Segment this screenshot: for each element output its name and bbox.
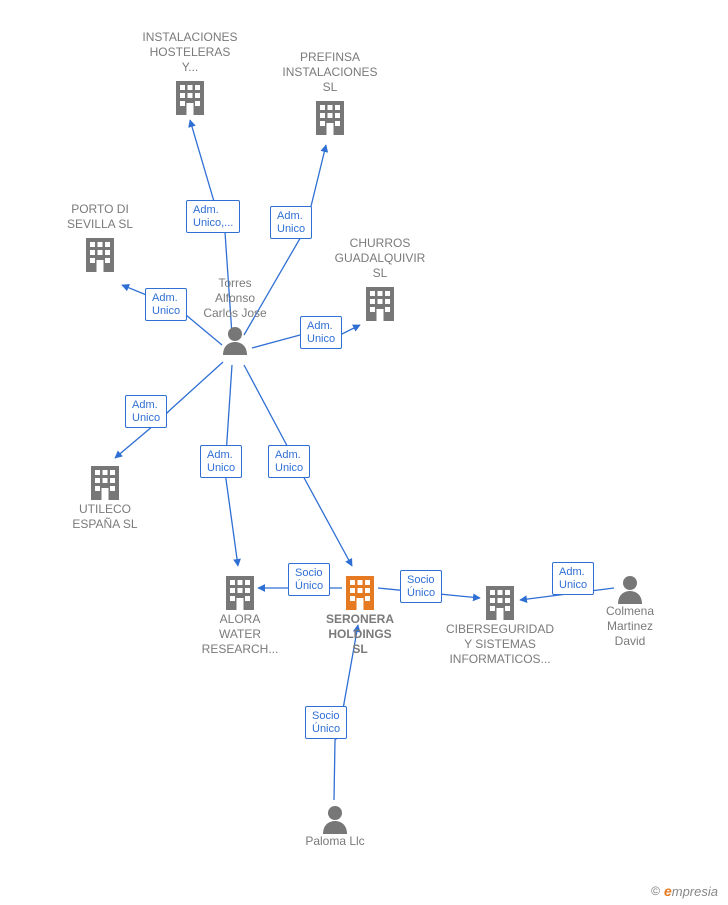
building-icon bbox=[180, 574, 300, 612]
brand-logo: empresia bbox=[664, 883, 718, 899]
edge-label: Adm. Unico bbox=[200, 445, 242, 478]
edge-label: Adm. Unico bbox=[125, 395, 167, 428]
node-ciberseguridad[interactable]: CIBERSEGURIDAD Y SISTEMAS INFORMATICOS..… bbox=[440, 580, 560, 667]
edge-label: Adm. Unico bbox=[145, 288, 187, 321]
building-icon bbox=[40, 236, 160, 274]
node-torres[interactable]: Torres Alfonso Carlos Jose bbox=[175, 276, 295, 355]
edge-label: Adm. Unico bbox=[552, 562, 594, 595]
edge-label: Adm. Unico,... bbox=[186, 200, 240, 233]
node-label: Torres Alfonso Carlos Jose bbox=[175, 276, 295, 321]
node-label: PORTO DI SEVILLA SL bbox=[40, 202, 160, 232]
node-prefinsa[interactable]: PREFINSA INSTALACIONES SL bbox=[270, 50, 390, 137]
footer: © empresia bbox=[651, 883, 718, 899]
node-label: SERONERA HOLDINGS SL bbox=[300, 612, 420, 657]
node-label: CHURROS GUADALQUIVIR SL bbox=[320, 236, 440, 281]
node-porto[interactable]: PORTO DI SEVILLA SL bbox=[40, 202, 160, 274]
node-paloma[interactable]: Paloma Llc bbox=[275, 800, 395, 849]
building-icon bbox=[440, 584, 560, 622]
edge-label: Adm. Unico bbox=[270, 206, 312, 239]
node-label: Paloma Llc bbox=[275, 834, 395, 849]
node-label: INSTALACIONES HOSTELERAS Y... bbox=[130, 30, 250, 75]
person-icon bbox=[175, 325, 295, 355]
edge-label: Adm. Unico bbox=[268, 445, 310, 478]
edge-label: Adm. Unico bbox=[300, 316, 342, 349]
node-label: PREFINSA INSTALACIONES SL bbox=[270, 50, 390, 95]
node-label: CIBERSEGURIDAD Y SISTEMAS INFORMATICOS..… bbox=[440, 622, 560, 667]
edge-label: Socio Único bbox=[288, 563, 330, 596]
edge-label: Socio Único bbox=[400, 570, 442, 603]
building-icon bbox=[45, 464, 165, 502]
node-label: Colmena Martinez David bbox=[570, 604, 690, 649]
node-instalaciones[interactable]: INSTALACIONES HOSTELERAS Y... bbox=[130, 30, 250, 117]
copyright-symbol: © bbox=[651, 884, 660, 898]
node-churros[interactable]: CHURROS GUADALQUIVIR SL bbox=[320, 236, 440, 323]
edge-label: Socio Único bbox=[305, 706, 347, 739]
node-label: UTILECO ESPAÑA SL bbox=[45, 502, 165, 532]
node-utileco[interactable]: UTILECO ESPAÑA SL bbox=[45, 460, 165, 532]
node-alora[interactable]: ALORA WATER RESEARCH... bbox=[180, 570, 300, 657]
node-label: ALORA WATER RESEARCH... bbox=[180, 612, 300, 657]
building-icon bbox=[270, 99, 390, 137]
building-icon bbox=[130, 79, 250, 117]
network-diagram: INSTALACIONES HOSTELERAS Y... PREFINSA I… bbox=[0, 0, 728, 905]
person-icon bbox=[275, 804, 395, 834]
